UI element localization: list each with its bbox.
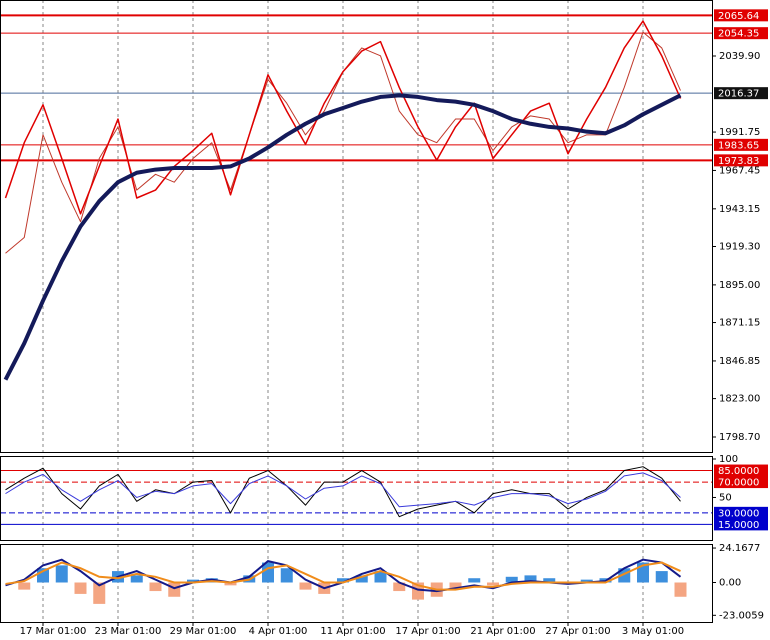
level-label: 2016.37 (718, 89, 759, 100)
x-tick-label: 27 Apr 01:00 (545, 626, 610, 637)
level-label: 1983.65 (718, 140, 759, 151)
series-line (5, 561, 681, 591)
level-label-box (714, 464, 768, 477)
level-label: 2054.35 (718, 29, 759, 40)
level-label-box (714, 476, 768, 489)
level-label: 70.0000 (718, 478, 759, 489)
histogram-bar (580, 579, 593, 583)
y-tick-label: 1846.85 (719, 356, 760, 367)
x-tick-label: 3 May 01:00 (622, 626, 684, 637)
histogram-bar (149, 582, 162, 592)
series-line (5, 472, 681, 508)
histogram-bar (299, 582, 312, 590)
pane-border (0, 456, 713, 541)
y-tick-label: 1871.15 (719, 318, 760, 329)
histogram-bar (374, 571, 387, 583)
x-tick-label: 23 Mar 01:00 (95, 626, 162, 637)
histogram-bar (468, 578, 481, 583)
y-tick-label: 1798.70 (719, 432, 760, 443)
y-tick-label: -23.0059 (719, 610, 764, 621)
y-tick-label: 1967.45 (719, 165, 760, 176)
histogram-bar (543, 578, 556, 583)
histogram-bar (93, 582, 106, 604)
histogram-bar (18, 582, 31, 590)
y-tick-label: 24.1677 (719, 543, 760, 554)
y-tick-label: 1919.30 (719, 241, 760, 252)
histogram-bar (337, 578, 349, 583)
y-tick-label: 0.00 (719, 578, 741, 589)
y-tick-label: 100 (719, 454, 738, 465)
level-label: 30.0000 (718, 508, 759, 519)
histogram-bar (674, 582, 687, 597)
y-tick-label: 50 (719, 492, 732, 503)
pane-border (0, 544, 713, 623)
level-label-box (714, 27, 768, 40)
series-line (4, 20, 682, 215)
histogram-bar (280, 568, 293, 583)
pane-border (0, 0, 713, 453)
histogram-bar (187, 579, 199, 583)
histogram-bar (655, 571, 668, 583)
y-tick-label: 1991.75 (719, 127, 760, 138)
histogram-bar (74, 582, 87, 594)
level-label: 1973.83 (718, 156, 759, 167)
x-tick-label: 11 Apr 01:00 (320, 626, 385, 637)
histogram-bar (393, 582, 406, 592)
series-line (5, 466, 681, 518)
histogram-bar (449, 582, 462, 590)
x-tick-label: 21 Apr 01:00 (470, 626, 535, 637)
histogram-bar (505, 576, 518, 583)
level-label-box (714, 506, 768, 519)
x-tick-label: 29 Mar 01:00 (170, 626, 237, 637)
level-label: 2065.64 (718, 11, 759, 22)
series-line (5, 31, 681, 254)
level-label-box (714, 9, 768, 22)
level-label-box (714, 87, 768, 100)
level-label: 15.0000 (718, 520, 759, 531)
series-line (3, 93, 682, 381)
x-tick-label: 17 Mar 01:00 (20, 626, 87, 637)
x-tick-label: 17 Apr 01:00 (395, 626, 460, 637)
y-tick-label: 2039.90 (719, 51, 760, 62)
level-label-box (714, 138, 768, 151)
histogram-bar (55, 565, 68, 583)
histogram-bar (355, 575, 368, 583)
y-tick-label: 1895.00 (719, 280, 760, 291)
histogram-bar (487, 582, 499, 586)
level-label-box (714, 518, 768, 531)
histogram-bar (224, 582, 237, 586)
y-tick-label: 1823.00 (719, 394, 760, 405)
level-label-box (714, 154, 768, 167)
x-tick-label: 4 Apr 01:00 (249, 626, 308, 637)
level-label: 85.0000 (718, 466, 759, 477)
histogram-bar (524, 575, 537, 583)
histogram-bar (168, 582, 181, 597)
histogram-bar (130, 575, 143, 583)
y-tick-label: 1943.15 (719, 204, 760, 215)
